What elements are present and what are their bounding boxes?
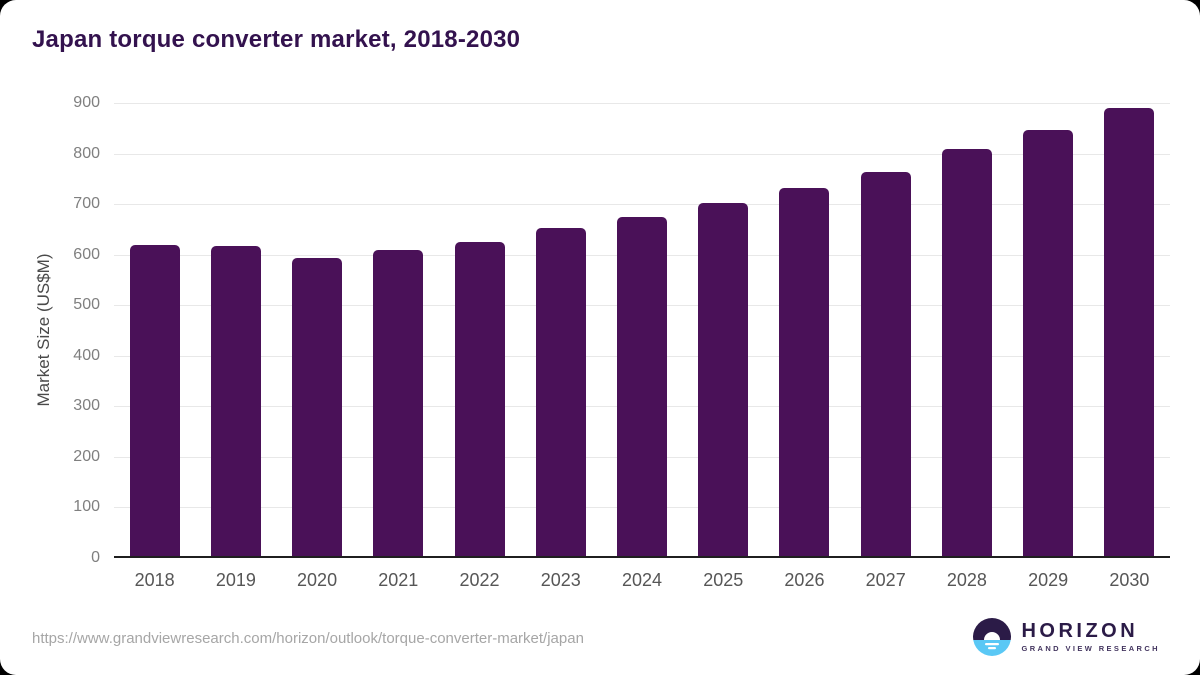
y-tick-label-0: 0 (91, 549, 100, 566)
plot-area (114, 103, 1170, 558)
horizon-logo: HORIZON GRAND VIEW RESEARCH (973, 618, 1160, 656)
x-tick-label-2029: 2029 (1028, 570, 1069, 590)
horizon-sunset-icon (973, 618, 1012, 656)
x-tick-label-2024: 2024 (621, 570, 663, 590)
x-tick-label-2019: 2019 (215, 570, 256, 590)
bar-2025 (698, 203, 749, 556)
x-tick-label-2021: 2021 (378, 570, 419, 590)
source-url: https://www.grandviewresearch.com/horizo… (32, 630, 584, 647)
logo-subtitle: GRAND VIEW RESEARCH (1021, 644, 1160, 653)
x-tick-label-2022: 2022 (459, 570, 500, 590)
y-axis-ticks: 0 100 200 300 400 500 600 700 800 900 (0, 94, 100, 566)
gridline-700 (114, 204, 1170, 206)
y-tick-label-700: 700 (73, 195, 100, 213)
logo-wordmark: HORIZON (1021, 620, 1139, 642)
x-tick-label-2020: 2020 (297, 570, 338, 590)
gridline-800 (114, 153, 1170, 155)
bar-2020 (292, 258, 343, 556)
bar-2023 (535, 228, 586, 556)
y-tick-label-900: 900 (73, 94, 100, 111)
bar-2022 (454, 242, 505, 556)
y-tick-label-200: 200 (73, 447, 100, 465)
y-tick-label-600: 600 (73, 245, 100, 263)
bar-2019 (210, 246, 261, 556)
y-tick-label-800: 800 (73, 144, 100, 162)
y-tick-label-500: 500 (73, 296, 100, 314)
bar-2024 (617, 217, 667, 556)
x-tick-label-2028: 2028 (946, 570, 987, 590)
y-tick-label-300: 300 (73, 397, 100, 415)
x-tick-label-2027: 2027 (865, 570, 906, 590)
y-tick-label-100: 100 (73, 498, 100, 516)
gridline-900 (114, 103, 1170, 104)
bar-2018 (129, 244, 180, 556)
x-tick-label-2025: 2025 (703, 570, 744, 590)
bar-2030 (1104, 108, 1155, 556)
bar-2021 (373, 250, 424, 556)
bar-2026 (779, 188, 830, 556)
bar-2029 (1023, 130, 1074, 556)
chart-title: Japan torque converter market, 2018-2030 (32, 26, 521, 53)
x-axis-ticks: 2018 2019 2020 2021 2022 2023 2024 2025 2026 2027… (114, 570, 1170, 596)
x-tick-label-2018: 2018 (134, 570, 175, 590)
bar-2028 (941, 149, 992, 556)
bar-2027 (860, 171, 911, 556)
x-tick-label-2026: 2026 (784, 570, 825, 590)
y-tick-label-400: 400 (73, 346, 100, 364)
x-tick-label-2030: 2030 (1109, 570, 1150, 590)
logo-text: HORIZON GRAND VIEW RESEARCH (1021, 620, 1160, 654)
x-tick-label-2023: 2023 (540, 570, 581, 590)
